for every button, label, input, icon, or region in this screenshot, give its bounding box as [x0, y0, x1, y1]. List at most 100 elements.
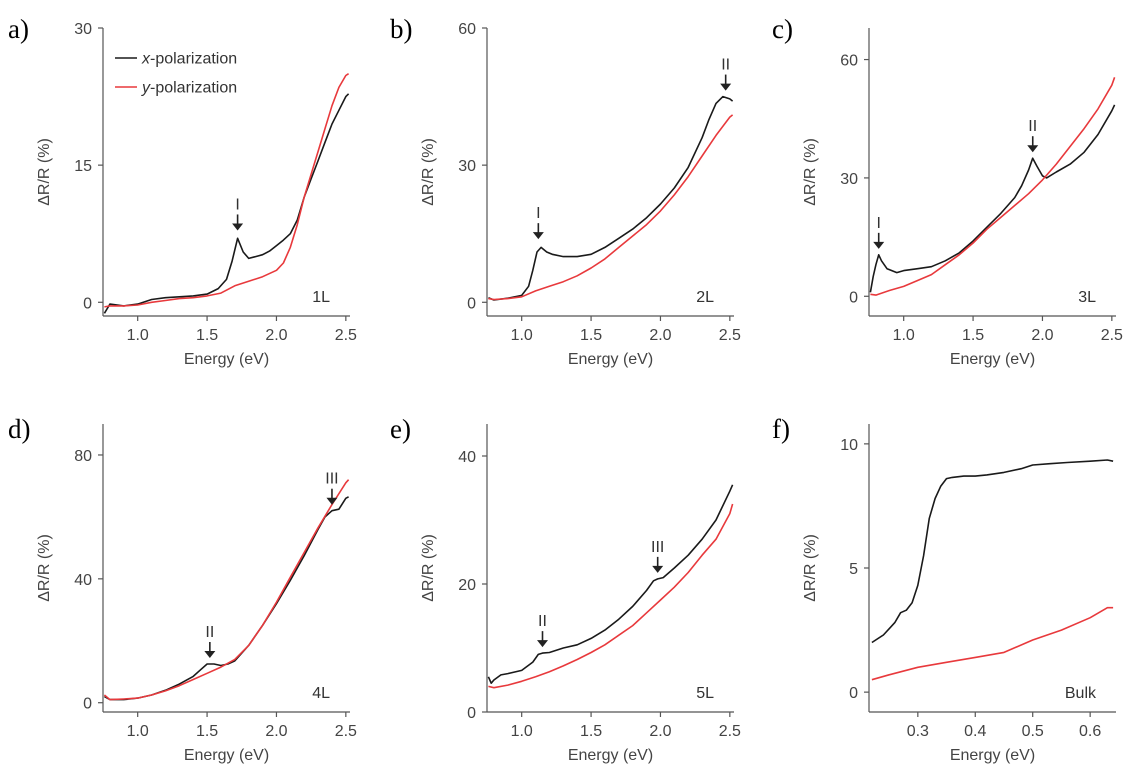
x-tick-label: 1.0 — [511, 723, 533, 740]
legend-entry-prefix: x — [141, 51, 151, 68]
series-line-y-polarization — [104, 73, 350, 308]
y-tick-label: 10 — [840, 437, 858, 454]
series-line-x-polarization — [103, 93, 350, 314]
series-line-y-polarization — [870, 77, 1116, 296]
series-line-x-polarization — [104, 496, 349, 701]
x-tick-label: 1.5 — [196, 723, 218, 740]
y-tick-label: 60 — [840, 53, 858, 70]
legend-entry-text: -polarization — [150, 80, 237, 97]
x-tick-label: 0.3 — [907, 723, 929, 740]
series-line-y-polarization — [103, 479, 350, 701]
annotation-label: III — [325, 471, 338, 488]
y-tick-label: 0 — [849, 289, 858, 306]
y-tick-label: 0 — [467, 295, 476, 312]
annotation-arrow-head — [652, 565, 664, 573]
annotation-label: I — [536, 205, 540, 222]
y-tick-label: 0 — [849, 685, 858, 702]
y-axis-label: ΔR/R (%) — [420, 138, 437, 206]
y-axis-label: ΔR/R (%) — [36, 534, 53, 602]
x-tick-label: 1.0 — [511, 327, 533, 344]
layer-label: Bulk — [1065, 685, 1097, 702]
x-axis-label: Energy (eV) — [568, 351, 653, 368]
legend-entry-prefix: y — [141, 80, 151, 97]
x-tick-label: 1.5 — [196, 327, 218, 344]
x-axis-label: Energy (eV) — [950, 351, 1035, 368]
annotation-arrow-head — [537, 640, 549, 648]
x-tick-label: 1.0 — [893, 327, 915, 344]
panel-a: a) 1.0 1.5 2.0 2.5 0 15 30 Energy (eV) ΔR/R (%) I 1… — [8, 14, 357, 368]
x-tick-label: 2.0 — [649, 723, 671, 740]
x-tick-label: 0.4 — [964, 723, 986, 740]
annotation-label: III — [651, 539, 664, 556]
y-tick-label: 0 — [83, 295, 92, 312]
x-tick-label: 2.5 — [335, 327, 357, 344]
layer-label: 1L — [312, 289, 330, 306]
x-tick-label: 1.0 — [127, 327, 149, 344]
annotation-arrow-head — [326, 497, 338, 505]
series-line-x-polarization — [869, 104, 1116, 293]
panel-letter: e) — [390, 414, 411, 444]
panel-letter: a) — [8, 14, 29, 44]
layer-label: 5L — [696, 685, 714, 702]
annotation-arrow-head — [1027, 145, 1039, 153]
x-tick-label: 0.5 — [1022, 723, 1044, 740]
annotation-arrow-head — [873, 241, 885, 249]
x-tick-label: 2.0 — [265, 723, 287, 740]
series-line-x-polarization — [871, 459, 1114, 644]
layer-label: 2L — [696, 289, 714, 306]
legend-entry: y-polarization — [141, 80, 237, 97]
y-tick-label: 60 — [458, 21, 476, 38]
x-tick-label: 2.5 — [1101, 327, 1123, 344]
series-line-x-polarization — [487, 484, 734, 684]
x-tick-label: 1.5 — [580, 327, 602, 344]
legend-entry-text: -polarization — [150, 51, 237, 68]
y-tick-label: 0 — [467, 705, 476, 722]
annotation-arrow-head — [204, 651, 216, 658]
y-axis-label: ΔR/R (%) — [802, 534, 819, 602]
series-line-y-polarization — [871, 606, 1114, 681]
y-tick-label: 30 — [74, 21, 92, 38]
x-tick-label: 2.0 — [265, 327, 287, 344]
annotation-label: II — [538, 613, 547, 630]
series-line-y-polarization — [488, 503, 734, 689]
x-axis-label: Energy (eV) — [184, 351, 269, 368]
y-tick-label: 30 — [458, 158, 476, 175]
x-tick-label: 2.5 — [719, 723, 741, 740]
series-line-x-polarization — [488, 95, 734, 301]
x-tick-label: 2.0 — [649, 327, 671, 344]
x-tick-label: 0.6 — [1079, 723, 1101, 740]
y-axis-label: ΔR/R (%) — [36, 138, 53, 206]
y-tick-label: 40 — [458, 449, 476, 466]
panel-letter: f) — [772, 414, 790, 444]
panel-f: f) 0.3 0.4 0.5 0.6 0 5 10 Energy (eV) ΔR/R (%) Bul… — [772, 414, 1116, 764]
y-tick-label: 40 — [74, 572, 92, 589]
panel-letter: b) — [390, 14, 413, 44]
panel-d: d) 1.0 1.5 2.0 2.5 0 40 80 Energy (eV) ΔR/R (%) II… — [8, 414, 357, 764]
y-tick-label: 20 — [458, 577, 476, 594]
annotation-label: II — [205, 624, 214, 641]
annotation-label: I — [235, 196, 239, 213]
annotation-label: I — [876, 215, 880, 232]
annotation-label: II — [1028, 118, 1037, 135]
x-tick-label: 2.5 — [335, 723, 357, 740]
annotation-arrow-head — [232, 223, 244, 231]
annotation-arrow-head — [720, 83, 732, 91]
layer-label: 4L — [312, 685, 330, 702]
panel-letter: c) — [772, 14, 793, 44]
panel-e: e) 1.0 1.5 2.0 2.5 0 20 40 Energy (eV) ΔR/R (%) II… — [390, 414, 741, 764]
layer-label: 3L — [1078, 289, 1096, 306]
annotation-label: II — [721, 57, 730, 74]
x-tick-label: 2.5 — [719, 327, 741, 344]
y-tick-label: 30 — [840, 171, 858, 188]
x-tick-label: 1.0 — [127, 723, 149, 740]
panel-letter: d) — [8, 414, 31, 444]
annotation-arrow-head — [532, 232, 544, 240]
y-axis-label: ΔR/R (%) — [420, 534, 437, 602]
y-tick-label: 0 — [83, 696, 92, 713]
x-axis-label: Energy (eV) — [184, 747, 269, 764]
x-axis-label: Energy (eV) — [950, 747, 1035, 764]
